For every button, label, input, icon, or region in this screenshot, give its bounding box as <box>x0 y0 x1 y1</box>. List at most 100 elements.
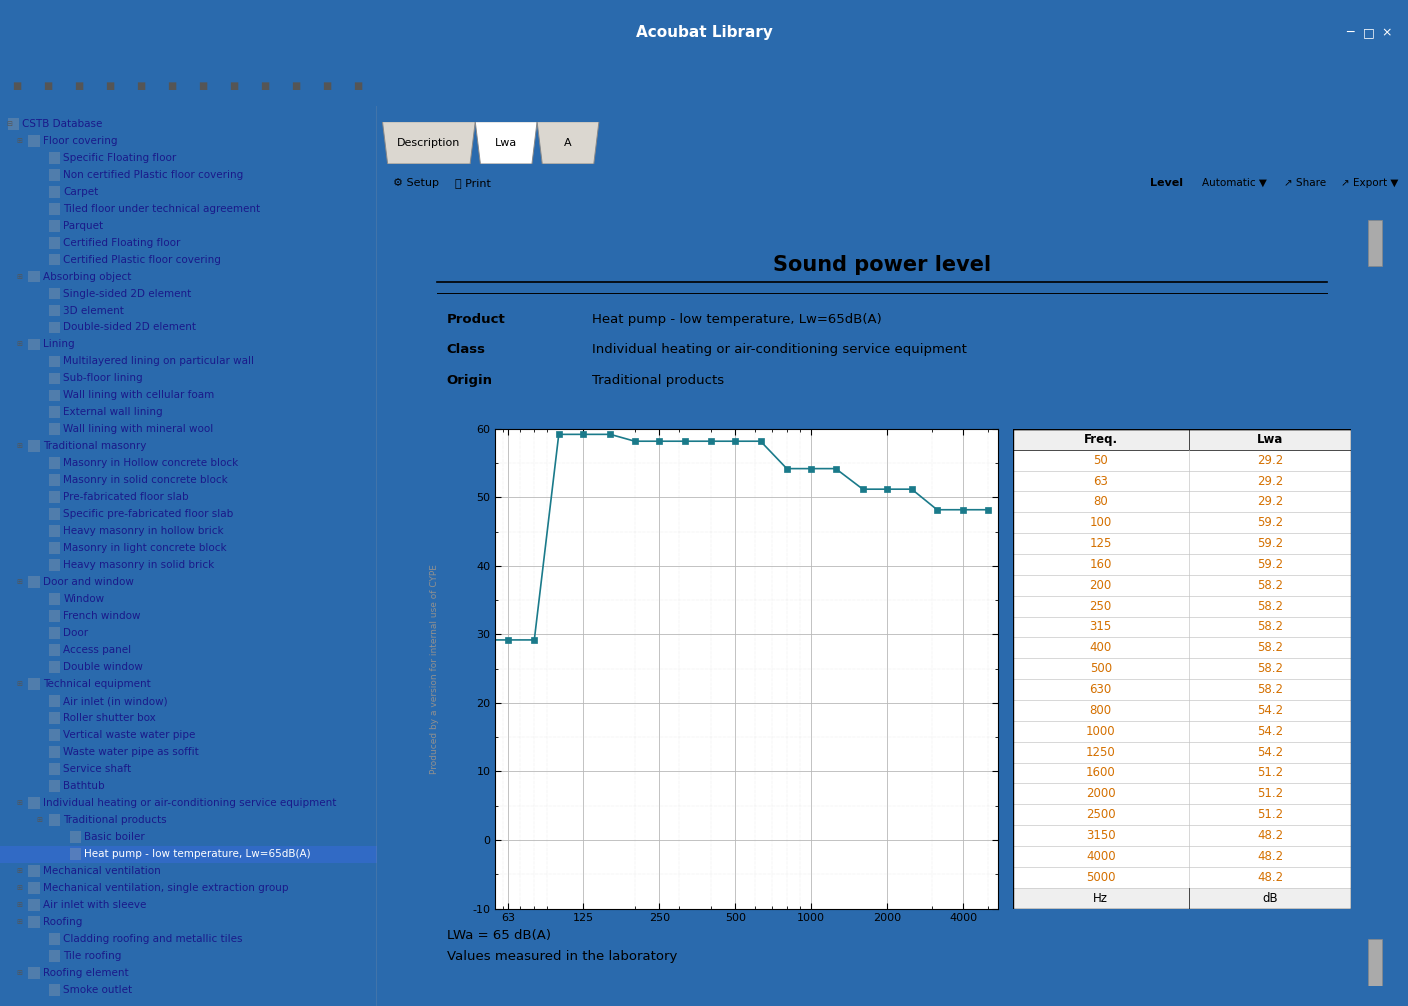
Text: 51.2: 51.2 <box>1257 767 1283 780</box>
Polygon shape <box>383 122 476 164</box>
Text: Parquet: Parquet <box>63 220 104 230</box>
Bar <box>1012 658 1352 679</box>
Bar <box>49 695 61 707</box>
Text: 29.2: 29.2 <box>1257 495 1283 508</box>
Text: 29.2: 29.2 <box>1257 475 1283 488</box>
Text: Single-sided 2D element: Single-sided 2D element <box>63 289 191 299</box>
Bar <box>28 576 39 589</box>
Bar <box>28 865 39 877</box>
Text: Waste water pipe as soffit: Waste water pipe as soffit <box>63 747 199 758</box>
Bar <box>1012 429 1352 450</box>
Text: Roofing: Roofing <box>42 917 82 928</box>
Text: Pre-fabricated floor slab: Pre-fabricated floor slab <box>63 492 189 502</box>
Text: ⊞: ⊞ <box>15 800 21 806</box>
Bar <box>49 950 61 962</box>
Text: 3150: 3150 <box>1086 829 1115 842</box>
Text: 54.2: 54.2 <box>1257 724 1283 737</box>
Text: LWa = 65 dB(A): LWa = 65 dB(A) <box>446 930 551 942</box>
Bar <box>1012 512 1352 533</box>
Bar <box>1012 887 1352 908</box>
Text: Vertical waste water pipe: Vertical waste water pipe <box>63 730 196 740</box>
Text: 59.2: 59.2 <box>1257 516 1283 529</box>
Text: Non certified Plastic floor covering: Non certified Plastic floor covering <box>63 170 244 180</box>
Text: Automatic ▼: Automatic ▼ <box>1202 178 1267 188</box>
Bar <box>1012 846 1352 867</box>
Text: Wall lining with cellular foam: Wall lining with cellular foam <box>63 390 214 400</box>
Text: ⊞: ⊞ <box>15 885 21 891</box>
Bar <box>49 746 61 759</box>
Text: ↗ Share: ↗ Share <box>1284 178 1326 188</box>
Text: 4000: 4000 <box>1086 850 1115 863</box>
Bar <box>49 152 61 164</box>
Bar <box>49 288 61 300</box>
Text: ⊞: ⊞ <box>15 341 21 347</box>
Bar <box>49 169 61 180</box>
Bar <box>1012 784 1352 804</box>
Text: 58.2: 58.2 <box>1257 600 1283 613</box>
Text: 50: 50 <box>1094 454 1108 467</box>
Text: French window: French window <box>63 612 141 622</box>
Text: Heat pump - low temperature, Lw=65dB(A): Heat pump - low temperature, Lw=65dB(A) <box>84 849 311 859</box>
Bar <box>1012 574 1352 596</box>
Text: Traditional products: Traditional products <box>63 815 168 825</box>
Text: 630: 630 <box>1090 683 1112 696</box>
Text: Masonry in solid concrete block: Masonry in solid concrete block <box>63 476 228 485</box>
Bar <box>49 984 61 996</box>
Text: ⊞: ⊞ <box>15 970 21 976</box>
Bar <box>49 729 61 741</box>
Text: ⊟: ⊟ <box>7 121 13 127</box>
Text: 160: 160 <box>1090 558 1112 571</box>
Text: 51.2: 51.2 <box>1257 788 1283 801</box>
Text: Floor covering: Floor covering <box>42 136 117 146</box>
Text: Window: Window <box>63 595 104 605</box>
Text: 125: 125 <box>1090 537 1112 550</box>
Bar <box>49 814 61 826</box>
Text: Air inlet (in window): Air inlet (in window) <box>63 696 168 706</box>
Bar <box>49 202 61 214</box>
Bar <box>70 848 82 860</box>
Text: 400: 400 <box>1090 642 1112 654</box>
Text: Smoke outlet: Smoke outlet <box>63 985 132 995</box>
Text: 63: 63 <box>1093 475 1108 488</box>
Text: Acoubat Library: Acoubat Library <box>635 25 773 40</box>
Bar <box>28 797 39 809</box>
Text: Specific pre-fabricated floor slab: Specific pre-fabricated floor slab <box>63 509 234 519</box>
Text: Traditional products: Traditional products <box>591 374 724 387</box>
Bar <box>49 389 61 401</box>
Bar <box>49 406 61 418</box>
Text: Class: Class <box>446 343 486 356</box>
Text: Cladding roofing and metallic tiles: Cladding roofing and metallic tiles <box>63 934 244 944</box>
Text: Door and window: Door and window <box>42 577 134 588</box>
Text: ─: ─ <box>1346 26 1354 39</box>
Bar <box>1012 763 1352 784</box>
Bar <box>28 899 39 911</box>
Text: 59.2: 59.2 <box>1257 537 1283 550</box>
Text: Certified Plastic floor covering: Certified Plastic floor covering <box>63 255 221 265</box>
Text: ■: ■ <box>168 80 176 91</box>
Bar <box>1012 450 1352 471</box>
Text: 48.2: 48.2 <box>1257 829 1283 842</box>
Text: Description: Description <box>397 138 460 148</box>
Bar <box>49 934 61 945</box>
Text: 58.2: 58.2 <box>1257 662 1283 675</box>
Bar <box>1367 940 1383 986</box>
Bar <box>1012 741 1352 763</box>
Text: 29.2: 29.2 <box>1257 454 1283 467</box>
Text: 🖨 Print: 🖨 Print <box>455 178 490 188</box>
Bar <box>49 372 61 384</box>
Bar <box>1012 825 1352 846</box>
Bar <box>7 118 18 130</box>
Text: ⊞: ⊞ <box>15 138 21 144</box>
Bar <box>49 542 61 554</box>
Bar <box>49 186 61 197</box>
Text: Roofing element: Roofing element <box>42 968 128 978</box>
Bar <box>49 781 61 792</box>
Text: 54.2: 54.2 <box>1257 704 1283 717</box>
Text: Tile roofing: Tile roofing <box>63 951 121 961</box>
Text: 1250: 1250 <box>1086 745 1115 759</box>
Text: ⚙ Setup: ⚙ Setup <box>393 178 439 188</box>
Text: Origin: Origin <box>446 374 493 387</box>
Bar <box>0 846 377 862</box>
Text: Values measured in the laboratory: Values measured in the laboratory <box>446 950 677 963</box>
Bar <box>49 628 61 639</box>
